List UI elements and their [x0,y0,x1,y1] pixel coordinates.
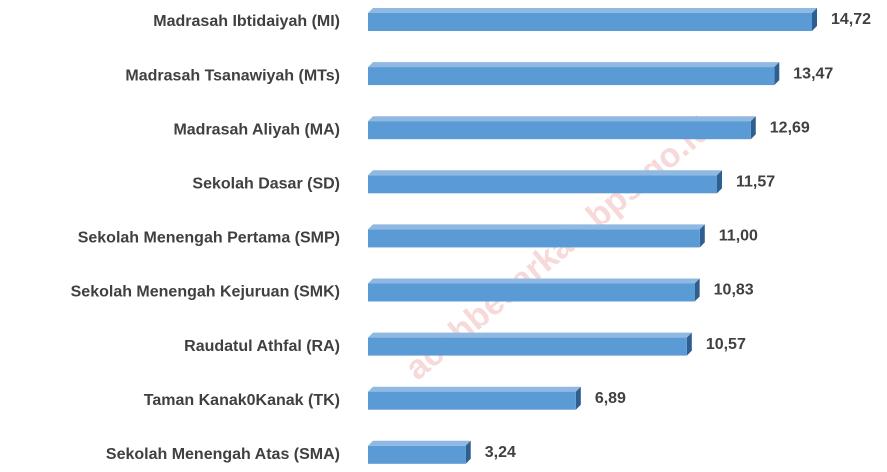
category-label: Raudatul Athfal (RA) [184,338,340,355]
category-label: Taman Kanak0Kanak (TK) [144,392,340,409]
bar [368,440,471,464]
bar-top [368,8,817,13]
bar-side [465,440,471,464]
bar-side [699,224,705,248]
bar [368,386,581,410]
bar-side [575,386,581,410]
bar-top [368,386,581,392]
value-label: 13,47 [793,65,833,82]
bar [368,116,756,140]
value-label: 3,24 [485,444,516,461]
category-label: Madrasah Tsanawiyah (MTs) [125,67,340,84]
bar-side [686,332,692,356]
value-label: 10,57 [706,336,746,353]
value-label: 14,72 [831,11,871,28]
bar [368,170,722,194]
bar [368,62,780,86]
bar [368,224,705,248]
bar-side [812,8,817,31]
bar-top [368,170,722,176]
bar-front [368,13,812,31]
bar-top [368,224,705,230]
category-label: Sekolah Menengah Pertama (SMP) [78,230,340,247]
bar [368,332,692,356]
bar-front [368,175,717,194]
bar-front [368,283,695,302]
bar-side [750,116,756,140]
value-label: 12,69 [770,119,810,136]
bar-front [368,229,700,248]
bar-top [368,440,471,446]
bar-front [368,121,751,140]
bar-front [368,337,687,356]
bar [368,278,700,302]
bar-top [368,278,700,284]
category-label: Sekolah Menengah Kejuruan (SMK) [71,284,340,301]
bar-side [774,62,780,86]
bar-front [368,445,466,464]
bar [368,8,817,31]
category-label: Madrasah Aliyah (MA) [173,121,340,138]
bar-front [368,67,775,86]
value-label: 6,89 [595,390,626,407]
category-label: Madrasah Ibtidaiyah (MI) [153,13,340,30]
value-label: 11,00 [719,228,758,245]
bar-front [368,391,576,410]
category-label: Sekolah Menengah Atas (SMA) [106,446,340,463]
bar-side [694,278,700,302]
value-label: 11,57 [736,174,775,191]
bar-top [368,332,692,338]
bar-side [716,170,722,194]
bar-top [368,62,780,68]
bar-top [368,116,756,122]
category-label: Sekolah Dasar (SD) [192,176,340,193]
value-label: 10,83 [714,282,754,299]
